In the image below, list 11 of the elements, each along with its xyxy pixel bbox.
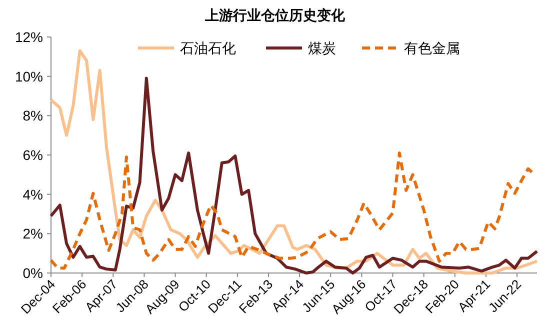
legend-label: 有色金属 bbox=[404, 40, 460, 56]
y-tick-label: 12% bbox=[14, 29, 43, 45]
y-tick-label: 4% bbox=[22, 186, 43, 202]
y-tick-label: 8% bbox=[22, 108, 43, 124]
y-tick-label: 6% bbox=[22, 147, 43, 163]
legend-label: 煤炭 bbox=[308, 40, 336, 56]
chart-title: 上游行业仓位历史变化 bbox=[204, 7, 346, 23]
y-tick-label: 10% bbox=[14, 68, 43, 84]
y-tick-label: 0% bbox=[22, 265, 43, 281]
y-tick-label: 2% bbox=[22, 226, 43, 242]
legend-label: 石油石化 bbox=[180, 40, 236, 56]
